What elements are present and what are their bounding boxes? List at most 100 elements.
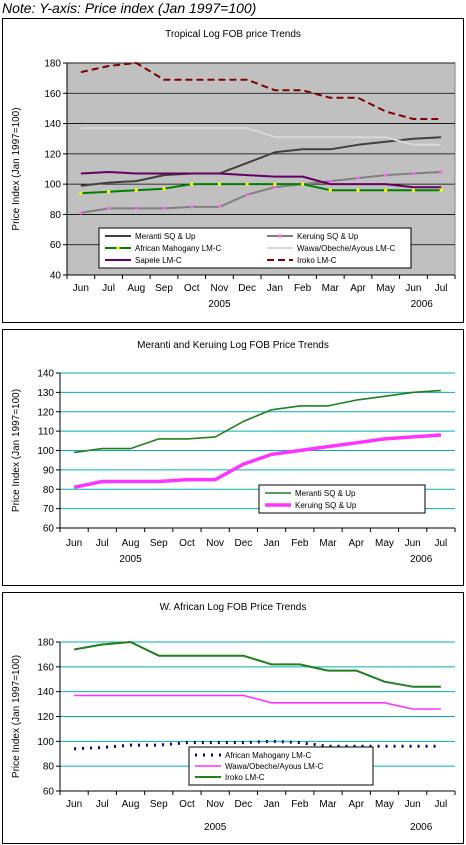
data-point bbox=[301, 182, 305, 186]
y-axis-label: Price Index (Jan 1997=100) bbox=[11, 107, 22, 230]
data-point bbox=[411, 188, 415, 192]
y-axis-note: Note: Y-axis: Price index (Jan 1997=100) bbox=[2, 0, 257, 16]
y-tick-label: 100 bbox=[44, 180, 61, 191]
series-line-2 bbox=[73, 641, 441, 688]
legend-marker bbox=[278, 234, 282, 238]
x-tick-label: Nov bbox=[206, 538, 224, 549]
tropical-log-chart: Tropical Log FOB price Trends 40 60 80 100 12… bbox=[11, 29, 456, 310]
data-point bbox=[79, 211, 83, 215]
series-line-0 bbox=[80, 136, 442, 187]
y-tick-label: 120 bbox=[37, 712, 54, 723]
y-tick-label: 40 bbox=[50, 271, 62, 282]
y-tick-label: 80 bbox=[50, 210, 62, 221]
x-tick-label: Mar bbox=[319, 538, 337, 549]
x-tick-label: Aug bbox=[127, 283, 145, 294]
data-point bbox=[328, 179, 332, 183]
chart-panel-meranti-keruing: Meranti and Keruing Log FOB Price Trends… bbox=[2, 329, 464, 586]
data-point bbox=[439, 170, 443, 174]
y-axis-label: Price Index (Jan 1997=100) bbox=[11, 389, 22, 512]
y-tick-label: 90 bbox=[43, 465, 55, 476]
x-tick-label: Jan bbox=[264, 799, 280, 810]
x-tick-label: Jul bbox=[96, 538, 109, 549]
chart-title: Meranti and Keruing Log FOB Price Trends bbox=[137, 340, 329, 351]
x-tick-label: May bbox=[376, 283, 395, 294]
y-tick-label: 140 bbox=[37, 369, 54, 380]
y-tick-label: 160 bbox=[44, 89, 61, 100]
year-label: 2005 bbox=[208, 299, 231, 310]
x-tick-label: Jan bbox=[264, 538, 280, 549]
year-label: 2005 bbox=[119, 554, 142, 565]
x-tick-label: Jun bbox=[66, 799, 82, 810]
x-tick-label: Jul bbox=[434, 799, 447, 810]
data-point bbox=[439, 188, 443, 192]
data-point bbox=[328, 188, 332, 192]
x-tick-label: Aug bbox=[122, 538, 140, 549]
x-tick-label: Mar bbox=[319, 799, 337, 810]
year-label: 2006 bbox=[411, 299, 434, 310]
data-point bbox=[245, 193, 249, 197]
y-tick-label: 80 bbox=[43, 485, 55, 496]
x-tick-label: Feb bbox=[291, 538, 309, 549]
legend-label: Sapele LM-C bbox=[135, 256, 182, 265]
legend-label: African Mahogany LM-C bbox=[135, 244, 221, 253]
y-tick-label: 70 bbox=[43, 504, 55, 515]
year-label: 2006 bbox=[410, 554, 433, 565]
legend-label: Keruing SQ & Up bbox=[295, 501, 357, 510]
x-tick-label: Feb bbox=[294, 283, 312, 294]
chart-title: Tropical Log FOB price Trends bbox=[165, 29, 301, 40]
x-tick-label: Jul bbox=[434, 538, 447, 549]
legend-label: Wawa/Obeche/Ayous LM-C bbox=[225, 762, 323, 771]
y-tick-label: 180 bbox=[37, 638, 54, 649]
series-line-1 bbox=[80, 171, 442, 214]
x-tick-label: Aug bbox=[122, 799, 140, 810]
y-tick-label: 80 bbox=[43, 762, 55, 773]
y-tick-label: 100 bbox=[37, 737, 54, 748]
y-tick-label: 110 bbox=[38, 427, 54, 438]
data-point bbox=[134, 206, 138, 210]
legend-label: Keruing SQ & Up bbox=[297, 232, 359, 241]
y-tick-label: 160 bbox=[37, 662, 54, 673]
x-tick-label: Jun bbox=[405, 799, 421, 810]
series-line-1 bbox=[73, 433, 442, 490]
x-tick-label: Dec bbox=[238, 283, 256, 294]
x-tick-label: Jul bbox=[96, 799, 109, 810]
data-point bbox=[356, 176, 360, 180]
y-tick-label: 120 bbox=[37, 407, 54, 418]
x-tick-label: Apr bbox=[348, 538, 364, 549]
y-tick-label: 60 bbox=[43, 524, 55, 535]
x-tick-label: May bbox=[375, 538, 394, 549]
x-tick-label: Oct bbox=[179, 799, 195, 810]
data-point bbox=[273, 182, 277, 186]
x-tick-label: Sep bbox=[155, 283, 173, 294]
series-line-5 bbox=[80, 62, 442, 120]
data-point bbox=[217, 205, 221, 209]
series-line-3 bbox=[80, 127, 442, 146]
legend-label: African Mahogany LM-C bbox=[225, 751, 311, 760]
x-tick-label: Jul bbox=[435, 283, 448, 294]
chart-title: W. African Log FOB Price Trends bbox=[160, 602, 307, 613]
data-point bbox=[107, 206, 111, 210]
data-point bbox=[384, 188, 388, 192]
y-tick-label: 180 bbox=[44, 59, 61, 70]
x-tick-label: Jun bbox=[73, 283, 89, 294]
y-axis-label: Price Index (Jan 1997=100) bbox=[11, 655, 22, 778]
y-tick-label: 130 bbox=[37, 388, 54, 399]
y-tick-label: 140 bbox=[37, 687, 54, 698]
data-point bbox=[190, 205, 194, 209]
x-tick-label: Jun bbox=[405, 283, 421, 294]
x-tick-label: May bbox=[375, 799, 394, 810]
series-line-0 bbox=[73, 389, 441, 454]
x-tick-label: Oct bbox=[184, 283, 200, 294]
legend-label: Iroko LM-C bbox=[297, 256, 337, 265]
data-point bbox=[356, 188, 360, 192]
x-tick-label: Sep bbox=[150, 538, 168, 549]
legend-label: Meranti SQ & Up bbox=[295, 489, 356, 498]
y-tick-label: 100 bbox=[37, 446, 54, 457]
data-point bbox=[217, 182, 221, 186]
x-tick-label: Oct bbox=[179, 538, 195, 549]
year-label: 2005 bbox=[204, 822, 227, 833]
x-tick-label: Sep bbox=[150, 799, 168, 810]
x-tick-label: Mar bbox=[322, 283, 340, 294]
data-point bbox=[411, 172, 415, 176]
data-point bbox=[384, 173, 388, 177]
